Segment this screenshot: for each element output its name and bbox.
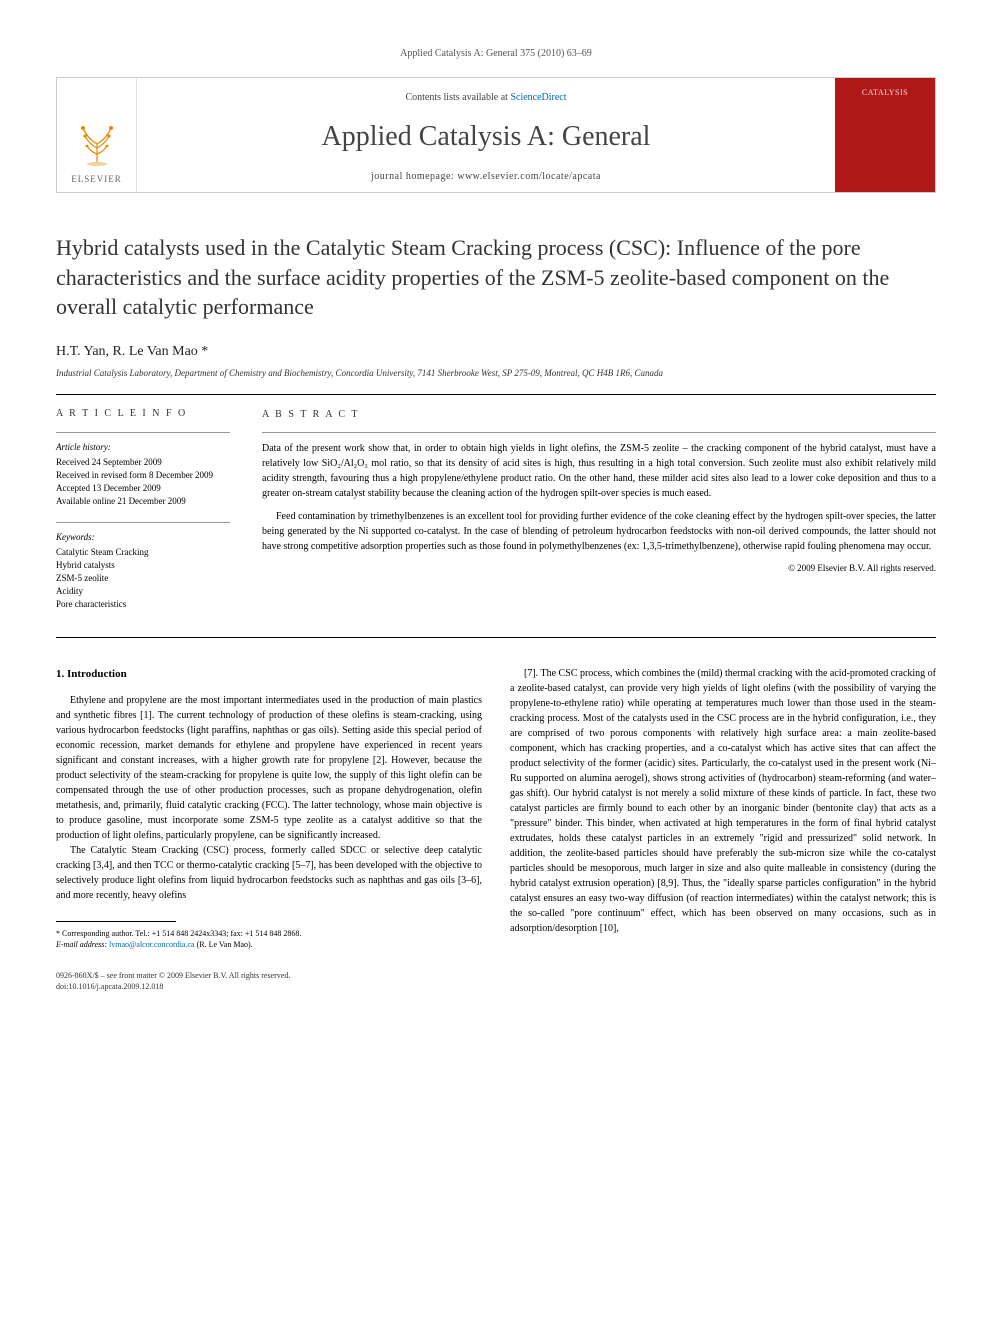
history-line: Received in revised form 8 December 2009 xyxy=(56,469,230,482)
journal-cover-thumb: CATALYSIS xyxy=(835,78,935,192)
keyword: Hybrid catalysts xyxy=(56,559,230,572)
page: Applied Catalysis A: General 375 (2010) … xyxy=(0,0,992,1032)
abstract-head: A B S T R A C T xyxy=(262,407,936,422)
section-heading: 1. Introduction xyxy=(56,666,482,683)
email-label: E-mail address: xyxy=(56,940,109,949)
footer-doi: doi:10.1016/j.apcata.2009.12.018 xyxy=(56,981,936,992)
footer-line: 0926-860X/$ – see front matter © 2009 El… xyxy=(56,970,936,981)
body-col-right: [7]. The CSC process, which combines the… xyxy=(510,666,936,950)
keyword: Pore characteristics xyxy=(56,598,230,611)
history-line: Accepted 13 December 2009 xyxy=(56,482,230,495)
keyword: Catalytic Steam Cracking xyxy=(56,546,230,559)
corresponding-author-footnote: * Corresponding author. Tel.: +1 514 848… xyxy=(56,928,482,950)
abstract-col: A B S T R A C T Data of the present work… xyxy=(246,395,936,637)
cover-label: CATALYSIS xyxy=(862,88,908,97)
info-rule xyxy=(56,522,230,523)
article-history-block: Article history: Received 24 September 2… xyxy=(56,441,230,508)
masthead-center: Contents lists available at ScienceDirec… xyxy=(137,78,835,192)
info-abstract-row: A R T I C L E I N F O Article history: R… xyxy=(56,394,936,638)
affiliation: Industrial Catalysis Laboratory, Departm… xyxy=(56,368,936,378)
elsevier-tree-icon xyxy=(69,114,125,170)
article-info-col: A R T I C L E I N F O Article history: R… xyxy=(56,395,246,637)
abstract-paragraph: Feed contamination by trimethylbenzenes … xyxy=(262,509,936,554)
body-paragraph: [7]. The CSC process, which combines the… xyxy=(510,666,936,936)
email-who: (R. Le Van Mao). xyxy=(195,940,253,949)
contents-prefix: Contents lists available at xyxy=(405,92,510,103)
body-paragraph: The Catalytic Steam Cracking (CSC) proce… xyxy=(56,843,482,903)
history-line: Available online 21 December 2009 xyxy=(56,495,230,508)
journal-name: Applied Catalysis A: General xyxy=(145,121,827,153)
keywords-block: Keywords: Catalytic Steam Cracking Hybri… xyxy=(56,531,230,611)
contents-list-line: Contents lists available at ScienceDirec… xyxy=(145,92,827,103)
sciencedirect-link[interactable]: ScienceDirect xyxy=(510,92,566,103)
keywords-subhead: Keywords: xyxy=(56,531,230,544)
publisher-logo-block: ELSEVIER xyxy=(57,78,137,192)
body-two-col: 1. Introduction Ethylene and propylene a… xyxy=(56,666,936,950)
author-list: H.T. Yan, R. Le Van Mao * xyxy=(56,344,936,360)
article-info-head: A R T I C L E I N F O xyxy=(56,407,230,422)
footnote-rule xyxy=(56,921,176,922)
homepage-url: www.elsevier.com/locate/apcata xyxy=(457,171,601,182)
masthead: ELSEVIER Contents lists available at Sci… xyxy=(56,77,936,193)
info-rule xyxy=(56,432,230,433)
body-paragraph: Ethylene and propylene are the most impo… xyxy=(56,693,482,843)
footnote-line: E-mail address: lvmao@alcor.concordia.ca… xyxy=(56,939,482,950)
body-col-left: 1. Introduction Ethylene and propylene a… xyxy=(56,666,482,950)
keyword: Acidity xyxy=(56,585,230,598)
history-subhead: Article history: xyxy=(56,441,230,454)
history-line: Received 24 September 2009 xyxy=(56,456,230,469)
footnote-line: * Corresponding author. Tel.: +1 514 848… xyxy=(56,928,482,939)
publisher-name: ELSEVIER xyxy=(71,174,122,184)
journal-homepage-line: journal homepage: www.elsevier.com/locat… xyxy=(145,171,827,182)
abstract-rule xyxy=(262,432,936,433)
running-head: Applied Catalysis A: General 375 (2010) … xyxy=(56,48,936,59)
keyword: ZSM-5 zeolite xyxy=(56,572,230,585)
abstract-copyright: © 2009 Elsevier B.V. All rights reserved… xyxy=(262,562,936,576)
article-title: Hybrid catalysts used in the Catalytic S… xyxy=(56,233,936,322)
homepage-prefix: journal homepage: xyxy=(371,171,457,182)
abstract-paragraph: Data of the present work show that, in o… xyxy=(262,441,936,501)
corresponding-email-link[interactable]: lvmao@alcor.concordia.ca xyxy=(109,940,195,949)
page-footer: 0926-860X/$ – see front matter © 2009 El… xyxy=(56,970,936,992)
